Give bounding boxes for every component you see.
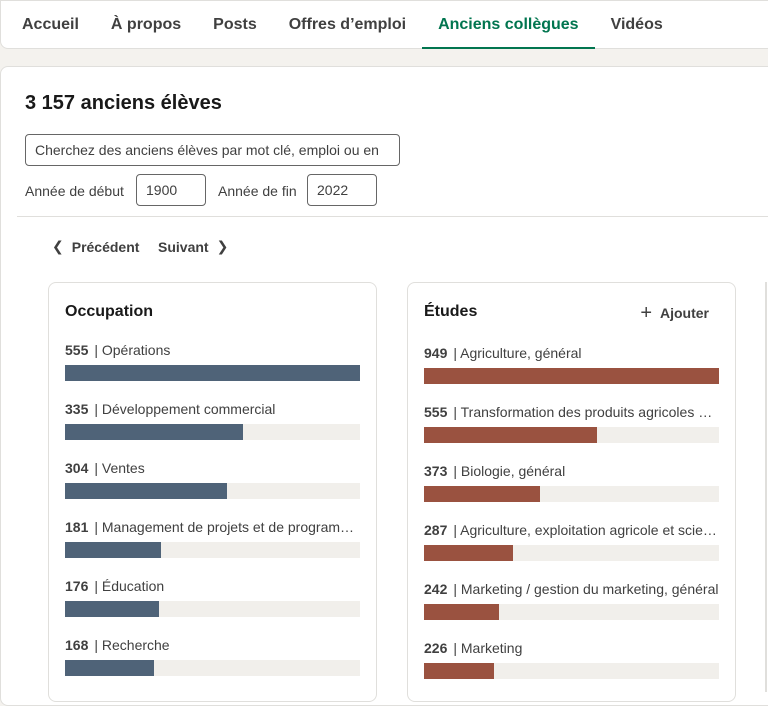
start-year-input[interactable]	[136, 174, 206, 206]
studies-count: 949	[424, 345, 448, 361]
occupation-bar	[65, 483, 227, 499]
occupation-bar-track	[65, 365, 360, 381]
tab-videos[interactable]: Vidéos	[610, 15, 663, 33]
tab-offres-emploi[interactable]: Offres d’emploi	[288, 15, 407, 33]
studies-label: | Agriculture, exploitation agricole et …	[453, 522, 719, 538]
end-year-input[interactable]	[307, 174, 377, 206]
occupation-item[interactable]: 168 | Recherche	[65, 636, 360, 676]
plus-icon: +	[640, 302, 652, 324]
studies-item[interactable]: 949 | Agriculture, général	[424, 344, 719, 384]
next-button[interactable]: Suivant ❯	[158, 238, 228, 255]
occupation-item[interactable]: 555 | Opérations	[65, 341, 360, 381]
occupation-label: | Éducation	[94, 578, 165, 594]
studies-card: Études + Ajouter 949 | Agriculture, génér…	[407, 282, 736, 702]
studies-label: | Marketing	[453, 640, 523, 656]
occupation-count: 304	[65, 460, 89, 476]
studies-count: 242	[424, 581, 448, 597]
occupation-item[interactable]: 335 | Développement commercial	[65, 400, 360, 440]
studies-label: | Transformation des produits agricoles …	[453, 404, 719, 420]
chevron-left-icon: ❮	[52, 238, 64, 254]
occupation-count: 335	[65, 401, 89, 417]
occupation-count: 555	[65, 342, 89, 358]
previous-button[interactable]: ❮ Précédent	[52, 238, 139, 255]
studies-bar	[424, 486, 540, 502]
studies-count: 226	[424, 640, 448, 656]
occupation-label: | Ventes	[94, 460, 145, 476]
tab-posts[interactable]: Posts	[213, 15, 257, 33]
occupation-bar-track	[65, 542, 360, 558]
studies-label: | Biologie, général	[453, 463, 566, 479]
add-study-button[interactable]: + Ajouter	[640, 302, 709, 324]
chevron-right-icon: ❯	[216, 238, 229, 254]
studies-bar	[424, 545, 513, 561]
next-card-edge	[765, 282, 767, 692]
previous-label: Précédent	[71, 238, 140, 255]
tab-a-propos[interactable]: À propos	[110, 15, 182, 33]
studies-bar-track	[424, 368, 719, 384]
occupation-count: 176	[65, 578, 89, 594]
studies-count: 287	[424, 522, 448, 538]
occupation-bar-track	[65, 660, 360, 676]
studies-item[interactable]: 555 | Transformation des produits agricol…	[424, 403, 719, 443]
studies-label: | Marketing / gestion du marketing, géné…	[453, 581, 719, 597]
studies-bar-track	[424, 604, 719, 620]
occupation-bar-track	[65, 483, 360, 499]
studies-count: 373	[424, 463, 448, 479]
studies-item[interactable]: 242 | Marketing / gestion du marketing, g…	[424, 580, 719, 620]
occupation-label: | Management de projets et de programmes	[94, 519, 360, 535]
occupation-card: Occupation 555 | Opérations 335 | Développ…	[48, 282, 377, 702]
studies-bar	[424, 604, 499, 620]
studies-count: 555	[424, 404, 448, 420]
occupation-bar	[65, 660, 154, 676]
next-label: Suivant	[158, 238, 209, 255]
studies-item[interactable]: 287 | Agriculture, exploitation agricole …	[424, 521, 719, 561]
occupation-bar	[65, 542, 161, 558]
divider	[17, 216, 768, 217]
alumni-count-title: 3 157 anciens élèves	[25, 92, 222, 114]
occupation-label: | Développement commercial	[94, 401, 276, 417]
occupation-count: 168	[65, 637, 89, 653]
studies-bar-track	[424, 486, 719, 502]
studies-bar-track	[424, 663, 719, 679]
page-tabs: Accueil À propos Posts Offres d’emploi A…	[0, 0, 768, 49]
occupation-count: 181	[65, 519, 89, 535]
start-year-label: Année de début	[25, 183, 124, 199]
occupation-bar	[65, 424, 243, 440]
studies-bar-track	[424, 545, 719, 561]
studies-bar	[424, 663, 494, 679]
studies-bar	[424, 427, 597, 443]
tab-anciens-collegues[interactable]: Anciens collègues	[422, 1, 595, 49]
add-study-label: Ajouter	[660, 305, 709, 321]
studies-item[interactable]: 226 | Marketing	[424, 639, 719, 679]
occupation-label: | Recherche	[94, 637, 170, 653]
occupation-bar-track	[65, 424, 360, 440]
occupation-title: Occupation	[65, 303, 154, 320]
alumni-search-input[interactable]	[25, 134, 400, 166]
studies-bar-track	[424, 427, 719, 443]
occupation-item[interactable]: 181 | Management de projets et de program…	[65, 518, 360, 558]
end-year-label: Année de fin	[218, 183, 297, 199]
studies-item[interactable]: 373 | Biologie, général	[424, 462, 719, 502]
studies-title: Études	[424, 303, 478, 320]
occupation-label: | Opérations	[94, 342, 171, 358]
occupation-item[interactable]: 304 | Ventes	[65, 459, 360, 499]
occupation-bar	[65, 365, 360, 381]
occupation-bar	[65, 601, 159, 617]
studies-bar	[424, 368, 719, 384]
studies-label: | Agriculture, général	[453, 345, 582, 361]
occupation-item[interactable]: 176 | Éducation	[65, 577, 360, 617]
tab-accueil[interactable]: Accueil	[22, 15, 79, 33]
occupation-bar-track	[65, 601, 360, 617]
